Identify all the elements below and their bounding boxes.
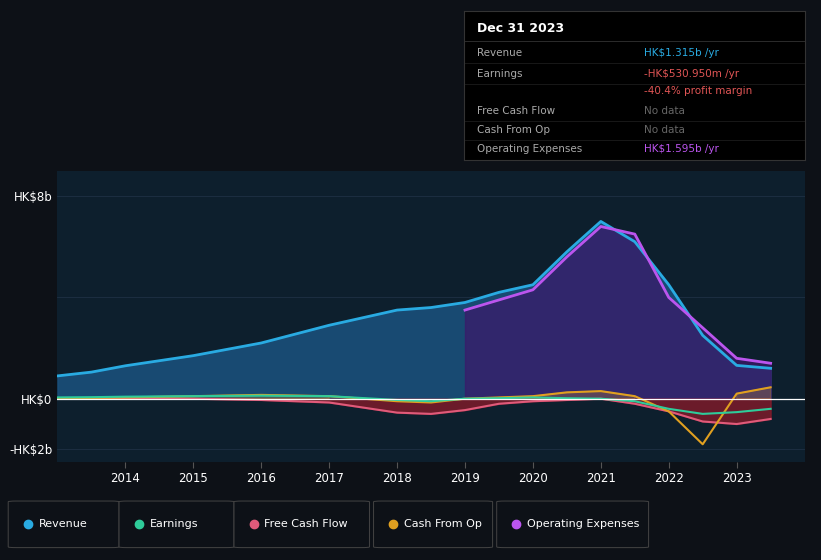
Text: Cash From Op: Cash From Op	[478, 125, 551, 135]
Text: Operating Expenses: Operating Expenses	[527, 519, 640, 529]
Text: Dec 31 2023: Dec 31 2023	[478, 22, 565, 35]
Text: No data: No data	[644, 125, 686, 135]
Text: HK$1.315b /yr: HK$1.315b /yr	[644, 48, 719, 58]
Text: Cash From Op: Cash From Op	[404, 519, 482, 529]
Text: -40.4% profit margin: -40.4% profit margin	[644, 86, 753, 96]
FancyBboxPatch shape	[374, 501, 493, 548]
FancyBboxPatch shape	[497, 501, 649, 548]
FancyBboxPatch shape	[8, 501, 119, 548]
Text: Revenue: Revenue	[39, 519, 87, 529]
Text: Earnings: Earnings	[149, 519, 198, 529]
FancyBboxPatch shape	[119, 501, 234, 548]
FancyBboxPatch shape	[234, 501, 369, 548]
Text: Free Cash Flow: Free Cash Flow	[264, 519, 348, 529]
Text: Revenue: Revenue	[478, 48, 523, 58]
Text: Operating Expenses: Operating Expenses	[478, 144, 583, 154]
Text: HK$1.595b /yr: HK$1.595b /yr	[644, 144, 719, 154]
Text: No data: No data	[644, 106, 686, 115]
Text: -HK$530.950m /yr: -HK$530.950m /yr	[644, 68, 740, 78]
Text: Free Cash Flow: Free Cash Flow	[478, 106, 556, 115]
Text: Earnings: Earnings	[478, 68, 523, 78]
